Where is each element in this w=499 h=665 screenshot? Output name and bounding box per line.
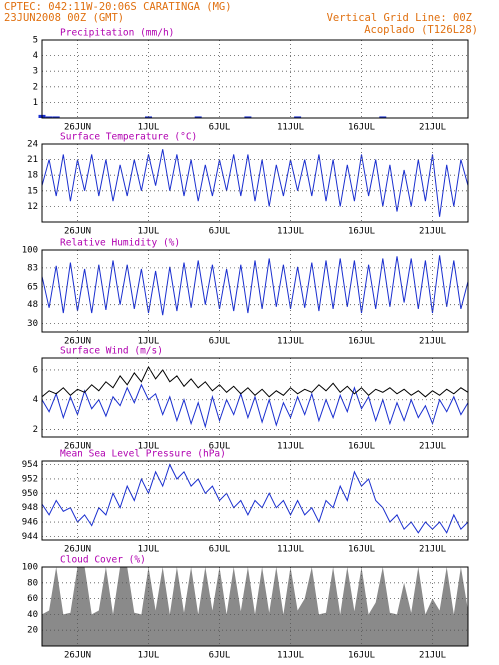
x-tick-label: 6JUL <box>209 227 231 237</box>
x-tick-label: 1JUL <box>138 442 160 452</box>
x-tick-label: 1JUL <box>138 227 160 237</box>
x-tick-label: 16JUL <box>348 545 375 555</box>
x-tick-label: 6JUL <box>209 651 231 661</box>
series-line <box>41 149 469 217</box>
y-tick-label: 4 <box>33 395 38 405</box>
y-tick-label: 15 <box>27 186 38 196</box>
precip-bar <box>145 116 152 118</box>
panel-title: Cloud Cover (%) <box>60 555 146 566</box>
y-tick-label: 4 <box>33 51 38 61</box>
panel-frame <box>41 566 469 647</box>
y-tick-label: 40 <box>27 610 38 620</box>
y-tick-label: 954 <box>22 460 38 470</box>
y-tick-label: 18 <box>27 171 38 181</box>
x-tick-label: 6JUL <box>209 442 231 452</box>
y-tick-label: 100 <box>22 246 38 256</box>
precip-bar <box>294 116 302 118</box>
x-tick-label: 26JUN <box>64 123 91 133</box>
precip-bar <box>194 116 202 118</box>
x-tick-label: 11JUL <box>277 337 304 347</box>
x-tick-label: 1JUL <box>138 651 160 661</box>
panel-title: Relative Humidity (%) <box>60 238 180 249</box>
x-tick-label: 26JUN <box>64 651 91 661</box>
x-tick-label: 1JUL <box>138 123 160 133</box>
panel-title: Surface Temperature (°C) <box>60 132 197 143</box>
y-tick-label: 944 <box>22 532 38 542</box>
y-tick-label: 6 <box>33 365 38 375</box>
panel-title: Mean Sea Level Pressure (hPa) <box>60 449 226 460</box>
y-tick-label: 950 <box>22 489 38 499</box>
series-line <box>41 255 469 316</box>
model-note: Acoplado (T126L28) <box>364 24 478 36</box>
x-tick-label: 26JUN <box>64 442 91 452</box>
grid-note: Vertical Grid Line: 00Z <box>327 12 472 24</box>
x-tick-label: 26JUN <box>64 337 91 347</box>
precip-bar <box>52 116 60 118</box>
panel-frame <box>41 249 469 333</box>
panel-frame <box>41 460 469 541</box>
series-line <box>41 463 469 534</box>
panel-frame <box>41 357 469 438</box>
precip-bar <box>45 116 53 118</box>
panel-title: Surface Wind (m/s) <box>60 346 163 357</box>
x-tick-label: 11JUL <box>277 123 304 133</box>
y-tick-label: 20 <box>27 626 38 636</box>
panel-title: Precipitation (mm/h) <box>60 28 174 39</box>
series-line <box>41 365 469 398</box>
x-tick-label: 11JUL <box>277 227 304 237</box>
x-tick-label: 6JUL <box>209 123 231 133</box>
x-tick-label: 16JUL <box>348 442 375 452</box>
x-tick-label: 21JUL <box>419 545 446 555</box>
station-header: CPTEC: 042:11W-20:06S CARATINGA (MG) <box>4 1 232 13</box>
y-tick-label: 3 <box>33 67 38 77</box>
panel-frame <box>41 39 469 119</box>
y-tick-label: 65 <box>27 282 38 292</box>
x-tick-label: 16JUL <box>348 227 375 237</box>
x-tick-label: 11JUL <box>277 442 304 452</box>
y-tick-label: 30 <box>27 319 38 329</box>
x-tick-label: 6JUL <box>209 545 231 555</box>
y-tick-label: 80 <box>27 578 38 588</box>
y-tick-label: 24 <box>27 140 38 150</box>
y-tick-label: 100 <box>22 563 38 573</box>
y-tick-label: 60 <box>27 594 38 604</box>
x-tick-label: 26JUN <box>64 545 91 555</box>
y-tick-label: 12 <box>27 202 38 212</box>
y-tick-label: 21 <box>27 155 38 165</box>
y-tick-label: 952 <box>22 474 38 484</box>
series-line <box>41 383 469 429</box>
precip-bar <box>379 116 387 118</box>
y-tick-label: 5 <box>33 36 38 46</box>
x-tick-label: 21JUL <box>419 227 446 237</box>
x-tick-label: 1JUL <box>138 545 160 555</box>
x-tick-label: 21JUL <box>419 651 446 661</box>
x-tick-label: 11JUL <box>277 651 304 661</box>
y-tick-label: 83 <box>27 263 38 273</box>
y-tick-label: 1 <box>33 98 38 108</box>
x-tick-label: 16JUL <box>348 337 375 347</box>
y-tick-label: 2 <box>33 82 38 92</box>
y-tick-label: 48 <box>27 300 38 310</box>
x-tick-label: 16JUL <box>348 123 375 133</box>
x-tick-label: 21JUL <box>419 337 446 347</box>
x-tick-label: 1JUL <box>138 337 160 347</box>
x-tick-label: 11JUL <box>277 545 304 555</box>
x-tick-label: 6JUL <box>209 337 231 347</box>
series-area <box>42 567 468 646</box>
date-header: 23JUN2008 00Z (GMT) <box>4 12 124 24</box>
precip-bar <box>244 116 252 118</box>
y-tick-label: 2 <box>33 425 38 435</box>
x-tick-label: 26JUN <box>64 227 91 237</box>
y-tick-label: 946 <box>22 518 38 528</box>
panel-frame <box>41 143 469 223</box>
x-tick-label: 21JUL <box>419 442 446 452</box>
y-tick-label: 948 <box>22 503 38 513</box>
x-tick-label: 16JUL <box>348 651 375 661</box>
x-tick-label: 21JUL <box>419 123 446 133</box>
